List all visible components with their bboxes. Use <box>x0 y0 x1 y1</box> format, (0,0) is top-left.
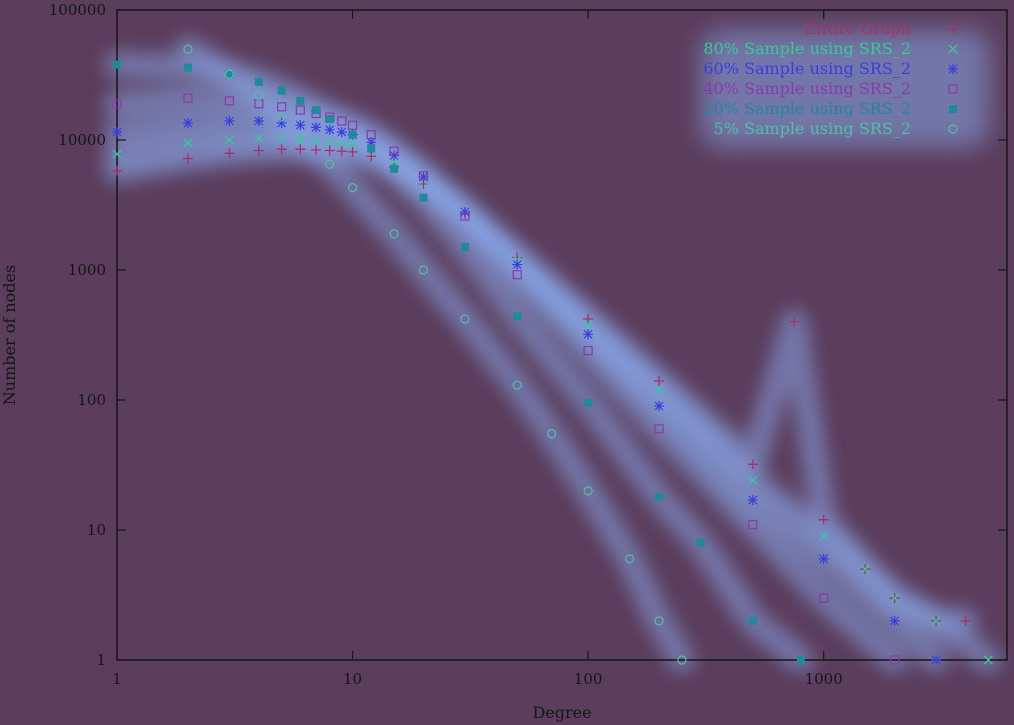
legend-label: 80% Sample using SRS_2 <box>703 39 911 58</box>
data-point <box>390 165 398 173</box>
data-point <box>419 194 427 202</box>
x-tick-label: 1000 <box>805 670 843 688</box>
data-point <box>224 116 234 126</box>
data-point <box>890 616 900 626</box>
legend-marker <box>948 64 958 74</box>
data-point <box>584 399 592 407</box>
data-point <box>326 115 334 123</box>
data-point <box>513 312 521 320</box>
y-tick-label: 1 <box>96 651 106 669</box>
x-tick-label: 100 <box>574 670 603 688</box>
data-point <box>113 61 121 69</box>
y-tick-label: 10000 <box>58 131 106 149</box>
data-point <box>931 655 941 665</box>
data-point <box>748 495 758 505</box>
data-point <box>654 401 664 411</box>
legend-label: 5% Sample using SRS_2 <box>714 119 911 138</box>
data-point <box>349 131 357 139</box>
y-tick-label: 100000 <box>49 1 106 19</box>
data-point <box>583 329 593 339</box>
legend-label: Entire Graph <box>805 19 911 38</box>
y-tick-label: 1000 <box>68 261 106 279</box>
data-point <box>819 554 829 564</box>
data-point <box>697 539 705 547</box>
data-point <box>296 97 304 105</box>
y-tick-label: 10 <box>87 521 106 539</box>
data-point <box>325 125 335 135</box>
data-point <box>183 118 193 128</box>
data-point <box>367 145 375 153</box>
data-point <box>337 127 347 137</box>
legend-marker <box>949 105 957 113</box>
data-point <box>112 127 122 137</box>
data-point <box>655 493 663 501</box>
legend-marker-symbol <box>949 105 957 113</box>
legend-marker-symbol <box>948 64 958 74</box>
data-point <box>311 122 321 132</box>
legend-label: 20% Sample using SRS_2 <box>703 99 911 118</box>
data-point <box>797 656 805 664</box>
data-point <box>184 64 192 72</box>
data-point <box>512 260 522 270</box>
y-axis-label: Number of nodes <box>0 265 19 405</box>
legend-label: 60% Sample using SRS_2 <box>703 59 911 78</box>
legend-label: 40% Sample using SRS_2 <box>703 79 911 98</box>
x-tick-label: 1 <box>112 670 122 688</box>
y-tick-label: 100 <box>77 391 106 409</box>
x-axis-label: Degree <box>532 703 591 722</box>
data-point <box>749 617 757 625</box>
data-point <box>312 106 320 114</box>
data-point <box>295 120 305 130</box>
data-point <box>461 243 469 251</box>
data-point <box>254 116 264 126</box>
data-point <box>255 78 263 86</box>
data-point <box>278 87 286 95</box>
x-tick-label: 10 <box>343 670 362 688</box>
